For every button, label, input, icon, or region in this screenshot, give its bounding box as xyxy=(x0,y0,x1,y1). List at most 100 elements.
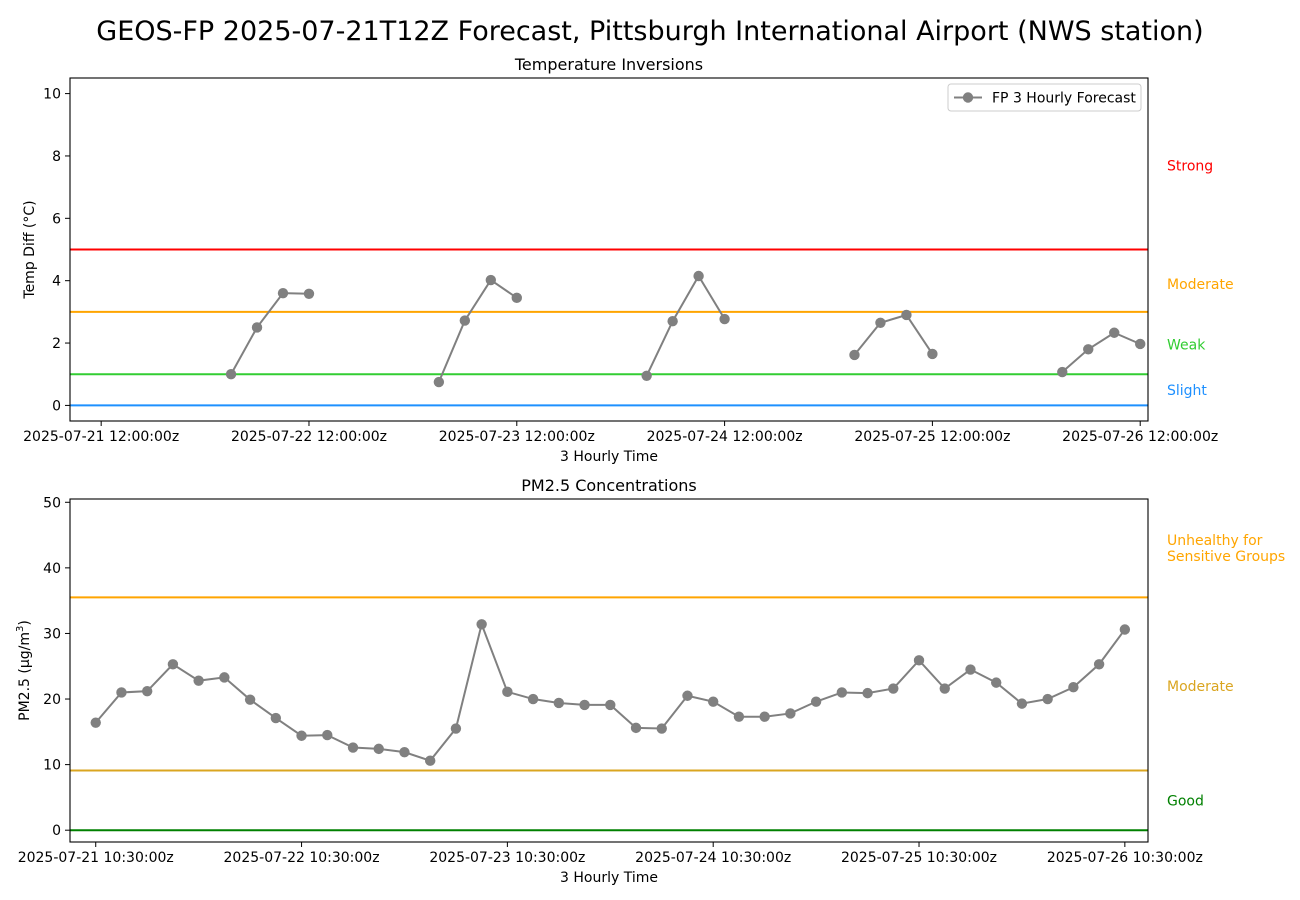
x-tick-label: 2025-07-24 12:00:00z xyxy=(647,429,803,445)
figure-title: GEOS-FP 2025-07-21T12Z Forecast, Pittsbu… xyxy=(96,16,1203,47)
data-point xyxy=(251,322,263,333)
y-tick-label: 6 xyxy=(52,211,61,227)
data-point xyxy=(303,288,315,299)
category-label: Good xyxy=(1167,794,1204,810)
category-label: Slight xyxy=(1167,383,1207,399)
data-point xyxy=(991,677,1002,688)
series-line xyxy=(94,620,1126,762)
series-line xyxy=(1061,331,1141,373)
data-point xyxy=(1093,659,1105,670)
data-point xyxy=(913,655,925,666)
data-point xyxy=(450,723,462,734)
data-point xyxy=(1016,698,1028,709)
data-point xyxy=(733,711,745,722)
category-label-line: Unhealthy for xyxy=(1167,533,1263,549)
data-point xyxy=(219,672,230,683)
temperature-inversion-plot: Temperature Inversions 0 2 4 6 8 10 2025-07-21 … xyxy=(22,55,1234,465)
data-point xyxy=(399,746,410,758)
category-label-line: Sensitive Groups xyxy=(1167,549,1285,565)
data-point xyxy=(862,687,873,699)
data-point xyxy=(296,730,307,741)
data-point xyxy=(605,699,616,711)
data-point xyxy=(641,370,652,381)
x-tick-label: 2025-07-22 10:30:00z xyxy=(224,850,380,866)
legend-marker xyxy=(962,92,974,103)
data-point xyxy=(579,699,590,711)
data-point xyxy=(719,313,730,325)
data-point xyxy=(927,348,938,360)
data-point xyxy=(707,696,719,707)
data-point xyxy=(939,683,950,694)
data-point xyxy=(630,722,642,734)
plot-title: Temperature Inversions xyxy=(514,55,703,74)
y-tick-label: 20 xyxy=(43,692,61,708)
x-tick-label: 2025-07-26 10:30:00z xyxy=(1047,850,1203,866)
series-line xyxy=(230,292,310,375)
data-point xyxy=(901,309,912,321)
y-tick-label: 2 xyxy=(52,336,61,352)
data-point xyxy=(141,685,153,697)
data-point xyxy=(322,729,333,741)
data-point xyxy=(810,696,822,707)
data-point xyxy=(373,743,384,755)
data-point xyxy=(693,270,704,282)
legend: FP 3 Hourly Forecast xyxy=(947,83,1142,112)
y-tick-label: 10 xyxy=(43,87,61,103)
data-point xyxy=(1042,693,1053,705)
y-tick-label: 40 xyxy=(43,561,61,577)
pm25-concentration-plot: PM2.5 Concentrations 0 10 20 30 40 50 2025-07-2… xyxy=(15,476,1285,886)
data-point xyxy=(433,376,445,388)
y-tick-label: 30 xyxy=(43,626,61,642)
data-point xyxy=(875,317,886,328)
plot-title: PM2.5 Concentrations xyxy=(521,476,697,495)
category-label: Moderate xyxy=(1167,277,1234,293)
data-point xyxy=(849,349,860,361)
x-tick-label: 2025-07-22 12:00:00z xyxy=(231,429,387,445)
data-point xyxy=(759,711,770,722)
y-axis-label: Temp Diff (°C) xyxy=(22,200,38,299)
data-point xyxy=(485,274,497,286)
series-line xyxy=(853,313,934,356)
data-point xyxy=(965,664,976,675)
legend-box xyxy=(947,83,1142,112)
x-axis-label: 3 Hourly Time xyxy=(560,449,658,465)
series-line xyxy=(437,278,518,383)
data-point xyxy=(502,686,513,698)
data-point xyxy=(511,292,522,304)
y-tick-label: 0 xyxy=(52,823,61,839)
data-point xyxy=(1135,338,1146,350)
x-tick-label: 2025-07-25 12:00:00z xyxy=(854,429,1010,445)
data-point xyxy=(244,694,256,705)
data-point xyxy=(424,755,436,766)
data-point xyxy=(667,316,678,327)
y-tick-label: 4 xyxy=(52,274,61,290)
category-label: Weak xyxy=(1167,338,1206,354)
data-point xyxy=(1119,624,1131,635)
data-point xyxy=(682,690,693,701)
x-tick-label: 2025-07-25 10:30:00z xyxy=(841,850,997,866)
data-point xyxy=(270,712,282,724)
data-point xyxy=(785,708,796,719)
data-point xyxy=(888,683,899,694)
y-tick-label: 8 xyxy=(52,149,61,165)
data-point xyxy=(476,619,487,630)
data-point xyxy=(656,723,667,734)
x-tick-label: 2025-07-21 12:00:00z xyxy=(23,429,179,445)
plot-frame xyxy=(69,77,1149,422)
x-tick-label: 2025-07-24 10:30:00z xyxy=(635,850,791,866)
category-label: Strong xyxy=(1167,158,1213,174)
y-axis-label-superscript: 3 xyxy=(15,626,26,632)
series-line xyxy=(645,274,726,377)
data-point xyxy=(193,675,204,686)
x-tick-label: 2025-07-23 10:30:00z xyxy=(429,850,585,866)
data-point xyxy=(225,369,237,380)
x-axis-label: 3 Hourly Time xyxy=(560,870,658,886)
y-tick-label: 50 xyxy=(43,495,61,511)
x-tick-label: 2025-07-23 12:00:00z xyxy=(439,429,595,445)
data-point xyxy=(836,687,848,698)
y-axis-label-close: ) xyxy=(17,620,33,625)
data-point xyxy=(459,315,471,326)
plot-frame xyxy=(69,498,1149,843)
data-point xyxy=(1109,327,1120,338)
